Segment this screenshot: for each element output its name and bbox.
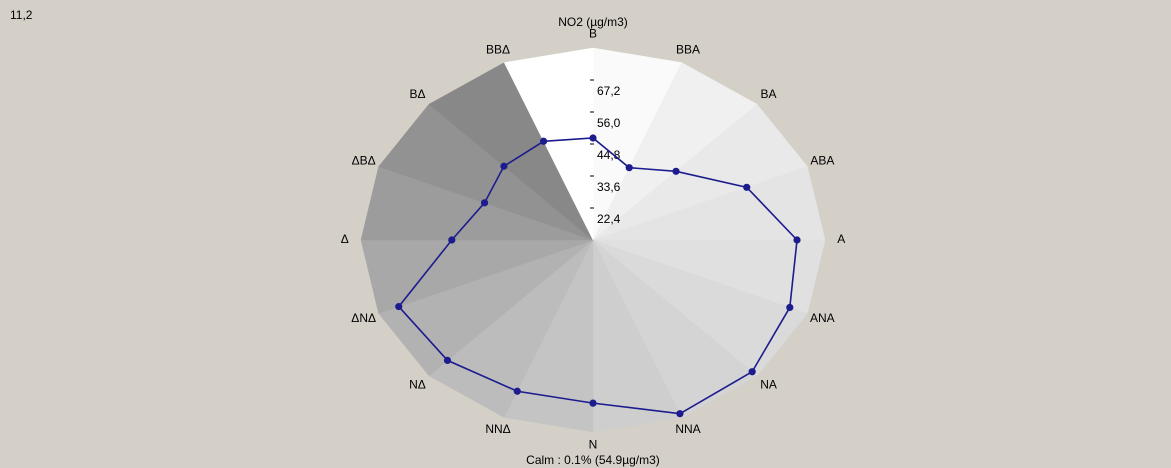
tick-label: 22,4 [597, 212, 621, 226]
direction-label: BΔ [409, 87, 425, 101]
data-point [448, 236, 456, 244]
direction-label: Δ [341, 232, 349, 246]
direction-label: NNA [675, 422, 700, 436]
corner-label: 11,2 [10, 8, 33, 22]
data-point [395, 302, 403, 311]
data-point [676, 410, 684, 418]
direction-label: ABA [810, 154, 834, 168]
data-point [793, 236, 801, 244]
direction-label: BBΔ [486, 42, 510, 56]
tick-label: 44,8 [597, 148, 621, 162]
data-point [786, 303, 794, 312]
chart-title: NO2 (µg/m3) [558, 15, 628, 29]
data-point [539, 137, 548, 145]
data-point [513, 387, 521, 395]
direction-label: NNΔ [485, 422, 510, 436]
data-point [443, 356, 452, 365]
footer: Calm : 0.1% (54.9µg/m3) [526, 453, 660, 467]
data-point [743, 183, 751, 191]
tick-label: 67,2 [597, 84, 621, 98]
direction-label: ANA [810, 311, 835, 325]
direction-label: ΔNΔ [351, 311, 376, 325]
data-point [589, 134, 597, 142]
direction-label: BA [761, 87, 777, 101]
data-point [625, 164, 633, 172]
direction-label: N [589, 438, 598, 452]
data-point [480, 199, 489, 207]
direction-label: B [589, 27, 597, 41]
direction-label: ΔBΔ [352, 154, 376, 168]
data-point [672, 167, 680, 175]
tick-label: 56,0 [597, 116, 621, 130]
data-point [589, 399, 597, 407]
tick-label: 33,6 [597, 180, 621, 194]
data-point [500, 162, 508, 170]
direction-label: BBA [676, 42, 700, 56]
direction-label: NA [760, 377, 777, 391]
data-point [748, 368, 756, 376]
direction-label: A [837, 232, 845, 246]
direction-label: NΔ [409, 377, 426, 391]
